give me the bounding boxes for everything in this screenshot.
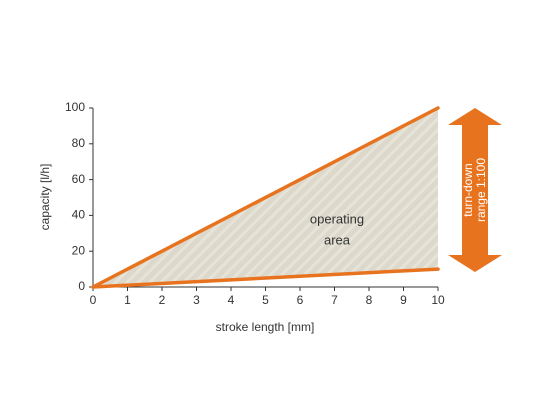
x-tick-label: 6 bbox=[297, 293, 304, 307]
y-tick-label: 20 bbox=[72, 243, 86, 257]
x-tick-label: 5 bbox=[262, 293, 269, 307]
range-label: turn-down bbox=[461, 163, 475, 216]
range-label-group: turn-down range 1:100 bbox=[461, 158, 488, 222]
y-axis-label: capacity [l/h] bbox=[38, 164, 52, 231]
y-tick-label: 0 bbox=[78, 279, 85, 293]
x-tick-label: 4 bbox=[228, 293, 235, 307]
line bbox=[91, 267, 440, 289]
y-tick-label: 40 bbox=[72, 208, 86, 222]
x-tick-label: 7 bbox=[331, 293, 338, 307]
range-arrow bbox=[448, 108, 502, 272]
x-tick-label: 0 bbox=[90, 293, 97, 307]
y-tick-label: 100 bbox=[65, 100, 85, 114]
x-tick-label: 3 bbox=[193, 293, 200, 307]
y-tick-label: 80 bbox=[72, 136, 86, 150]
x-axis-label: stroke length [mm] bbox=[216, 320, 315, 334]
area-label: operating bbox=[310, 211, 364, 226]
x-tick-label: 1 bbox=[124, 293, 131, 307]
x-tick-label: 2 bbox=[159, 293, 166, 307]
area-label: area bbox=[324, 232, 351, 247]
x-tick-label: 10 bbox=[431, 293, 445, 307]
x-tick-label: 8 bbox=[366, 293, 373, 307]
line bbox=[91, 106, 440, 289]
y-tick-label: 60 bbox=[72, 172, 86, 186]
x-tick-label: 9 bbox=[400, 293, 407, 307]
range-label: range 1:100 bbox=[474, 158, 488, 222]
